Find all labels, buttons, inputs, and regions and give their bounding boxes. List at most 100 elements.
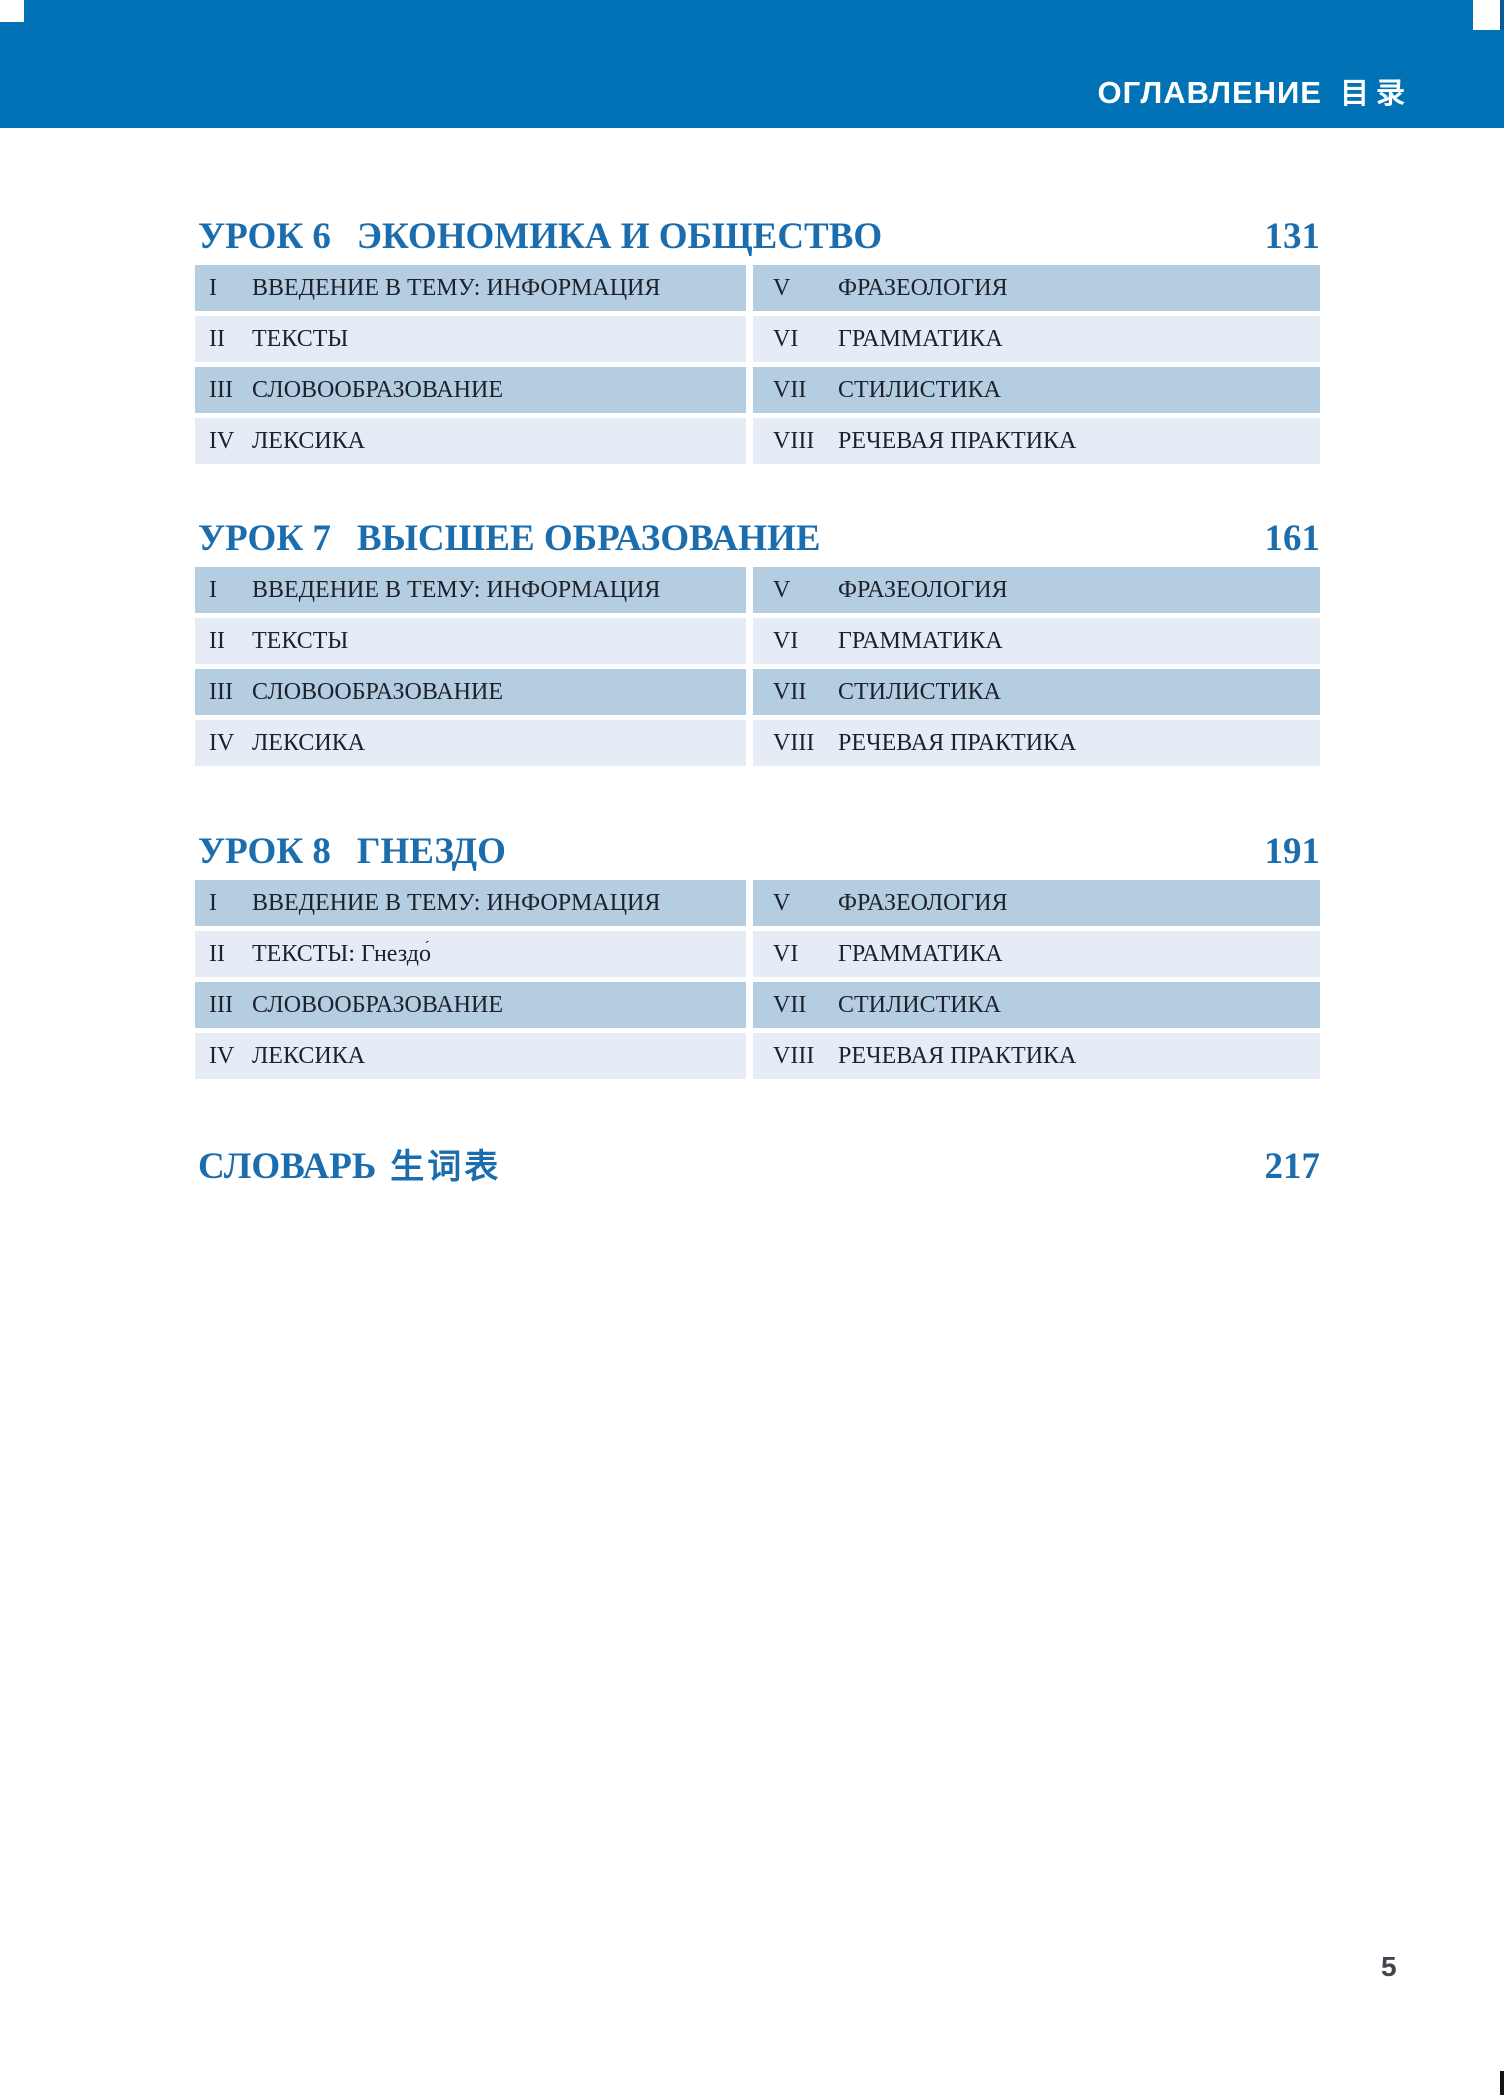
section-numeral: I xyxy=(209,889,217,916)
section-numeral: VIII xyxy=(773,729,815,756)
table-column-left: I ВВЕДЕНИЕ В ТЕМУ: ИНФОРМАЦИЯ II ТЕКСТЫ: Гн… xyxy=(195,880,746,1079)
toc-row: V ФРАЗЕОЛОГИЯ xyxy=(753,880,1320,926)
section-numeral: III xyxy=(209,376,233,403)
lesson-table: I ВВЕДЕНИЕ В ТЕМУ: ИНФОРМАЦИЯ II ТЕКСТЫ III С… xyxy=(195,567,1320,766)
lesson-number-label: УРОК 7 xyxy=(198,518,331,559)
toc-row: III СЛОВООБРАЗОВАНИЕ xyxy=(195,669,746,715)
lesson-section: УРОК 8 ГНЕЗДО 191 I ВВЕДЕНИЕ В ТЕМУ: ИНФОРМА… xyxy=(195,833,1320,1079)
page-edge-mark-bottom xyxy=(1500,2071,1504,2095)
table-column-left: I ВВЕДЕНИЕ В ТЕМУ: ИНФОРМАЦИЯ II ТЕКСТЫ III С… xyxy=(195,567,746,766)
section-numeral: I xyxy=(209,274,217,301)
section-label: РЕЧЕВАЯ ПРАКТИКА xyxy=(838,729,1077,756)
section-label: ГРАММАТИКА xyxy=(838,940,1003,967)
toc-row: I ВВЕДЕНИЕ В ТЕМУ: ИНФОРМАЦИЯ xyxy=(195,567,746,613)
section-label: ВВЕДЕНИЕ В ТЕМУ: ИНФОРМАЦИЯ xyxy=(252,576,661,603)
toc-row: II ТЕКСТЫ xyxy=(195,316,746,362)
table-column-right: V ФРАЗЕОЛОГИЯ VI ГРАММАТИКА VII СТИЛИСТИКА VII… xyxy=(753,265,1320,464)
page-edge-line-top xyxy=(1500,0,1504,30)
section-numeral: VIII xyxy=(773,427,815,454)
toc-row: II ТЕКСТЫ xyxy=(195,618,746,664)
toc-row: I ВВЕДЕНИЕ В ТЕМУ: ИНФОРМАЦИЯ xyxy=(195,265,746,311)
section-label: СТИЛИСТИКА xyxy=(838,678,1001,705)
table-column-right: V ФРАЗЕОЛОГИЯ VI ГРАММАТИКА VII СТИЛИСТИКА VII… xyxy=(753,880,1320,1079)
section-label: ГРАММАТИКА xyxy=(838,325,1003,352)
section-label: ТЕКСТЫ xyxy=(252,627,349,654)
section-numeral: V xyxy=(773,576,791,603)
toc-row: VII СТИЛИСТИКА xyxy=(753,982,1320,1028)
section-label: ВВЕДЕНИЕ В ТЕМУ: ИНФОРМАЦИЯ xyxy=(252,274,661,301)
toc-row: II ТЕКСТЫ: Гнездо́ xyxy=(195,931,746,977)
toc-row: VI ГРАММАТИКА xyxy=(753,618,1320,664)
glossary-label-russian: СЛОВАРЬ xyxy=(198,1146,377,1187)
toc-row: VI ГРАММАТИКА xyxy=(753,316,1320,362)
header-bar: ОГЛАВЛЕНИЕ 目录 xyxy=(0,0,1504,128)
section-numeral: III xyxy=(209,678,233,705)
lesson-heading: УРОК 8 ГНЕЗДО 191 xyxy=(195,833,1320,880)
section-numeral: I xyxy=(209,576,217,603)
section-numeral: V xyxy=(773,274,791,301)
section-label: СТИЛИСТИКА xyxy=(838,991,1001,1018)
lesson-title: ГНЕЗДО xyxy=(356,831,506,872)
header-title-russian: ОГЛАВЛЕНИЕ xyxy=(1097,75,1322,110)
lesson-heading: УРОК 7 ВЫСШЕЕ ОБРАЗОВАНИЕ 161 xyxy=(195,520,1320,567)
section-label: ТЕКСТЫ xyxy=(252,325,349,352)
section-numeral: VII xyxy=(773,376,807,403)
section-numeral: IV xyxy=(209,1042,235,1069)
section-numeral: VI xyxy=(773,325,799,352)
toc-row: I ВВЕДЕНИЕ В ТЕМУ: ИНФОРМАЦИЯ xyxy=(195,880,746,926)
section-numeral: II xyxy=(209,940,225,967)
section-numeral: III xyxy=(209,991,233,1018)
toc-row: VII СТИЛИСТИКА xyxy=(753,669,1320,715)
section-numeral: VIII xyxy=(773,1042,815,1069)
toc-row: VII СТИЛИСТИКА xyxy=(753,367,1320,413)
section-label: ТЕКСТЫ: Гнездо́ xyxy=(252,940,432,967)
page-corner-notch-right xyxy=(1473,0,1504,30)
table-column-left: I ВВЕДЕНИЕ В ТЕМУ: ИНФОРМАЦИЯ II ТЕКСТЫ III С… xyxy=(195,265,746,464)
section-label: СЛОВООБРАЗОВАНИЕ xyxy=(252,376,503,403)
section-numeral: II xyxy=(209,325,225,352)
toc-row: IV ЛЕКСИКА xyxy=(195,418,746,464)
toc-row: III СЛОВООБРАЗОВАНИЕ xyxy=(195,982,746,1028)
section-numeral: VII xyxy=(773,991,807,1018)
section-label: ФРАЗЕОЛОГИЯ xyxy=(838,889,1008,916)
toc-row: VI ГРАММАТИКА xyxy=(753,931,1320,977)
lesson-table: I ВВЕДЕНИЕ В ТЕМУ: ИНФОРМАЦИЯ II ТЕКСТЫ III С… xyxy=(195,265,1320,464)
section-label: СТИЛИСТИКА xyxy=(838,376,1001,403)
toc-row: VIII РЕЧЕВАЯ ПРАКТИКА xyxy=(753,1033,1320,1079)
lesson-page-number: 161 xyxy=(1264,518,1321,559)
page-corner-notch-left xyxy=(0,0,24,22)
section-label: ЛЕКСИКА xyxy=(252,1042,366,1069)
header-title-chinese: 目录 xyxy=(1339,78,1412,110)
toc-row: VIII РЕЧЕВАЯ ПРАКТИКА xyxy=(753,720,1320,766)
page-number: 5 xyxy=(1381,1951,1397,1982)
toc-row: V ФРАЗЕОЛОГИЯ xyxy=(753,567,1320,613)
lesson-title: ВЫСШЕЕ ОБРАЗОВАНИЕ xyxy=(356,518,821,559)
lesson-section: УРОК 6 ЭКОНОМИКА И ОБЩЕСТВО 131 I ВВЕДЕНИЕ В… xyxy=(195,218,1320,464)
section-numeral: II xyxy=(209,627,225,654)
section-numeral: VII xyxy=(773,678,807,705)
section-label: ВВЕДЕНИЕ В ТЕМУ: ИНФОРМАЦИЯ xyxy=(252,889,661,916)
lesson-section: УРОК 7 ВЫСШЕЕ ОБРАЗОВАНИЕ 161 I ВВЕДЕНИЕ В Т… xyxy=(195,520,1320,766)
lesson-title: ЭКОНОМИКА И ОБЩЕСТВО xyxy=(356,216,883,257)
lesson-table: I ВВЕДЕНИЕ В ТЕМУ: ИНФОРМАЦИЯ II ТЕКСТЫ: Гн… xyxy=(195,880,1320,1079)
section-label: ФРАЗЕОЛОГИЯ xyxy=(838,576,1008,603)
section-label: ЛЕКСИКА xyxy=(252,729,366,756)
section-label: РЕЧЕВАЯ ПРАКТИКА xyxy=(838,1042,1077,1069)
toc-row: III СЛОВООБРАЗОВАНИЕ xyxy=(195,367,746,413)
glossary-page-number: 217 xyxy=(1264,1146,1321,1187)
section-label: ФРАЗЕОЛОГИЯ xyxy=(838,274,1008,301)
lesson-page-number: 131 xyxy=(1264,216,1321,257)
toc-row: V ФРАЗЕОЛОГИЯ xyxy=(753,265,1320,311)
section-numeral: IV xyxy=(209,427,235,454)
section-label: СЛОВООБРАЗОВАНИЕ xyxy=(252,678,503,705)
toc-row: IV ЛЕКСИКА xyxy=(195,720,746,766)
section-label: ЛЕКСИКА xyxy=(252,427,366,454)
section-numeral: VI xyxy=(773,627,799,654)
toc-row: VIII РЕЧЕВАЯ ПРАКТИКА xyxy=(753,418,1320,464)
toc-row: IV ЛЕКСИКА xyxy=(195,1033,746,1079)
section-numeral: V xyxy=(773,889,791,916)
glossary-entry: СЛОВАРЬ 生词表 217 xyxy=(195,1148,1320,1187)
glossary-label-chinese: 生词表 xyxy=(390,1149,502,1186)
section-numeral: VI xyxy=(773,940,799,967)
